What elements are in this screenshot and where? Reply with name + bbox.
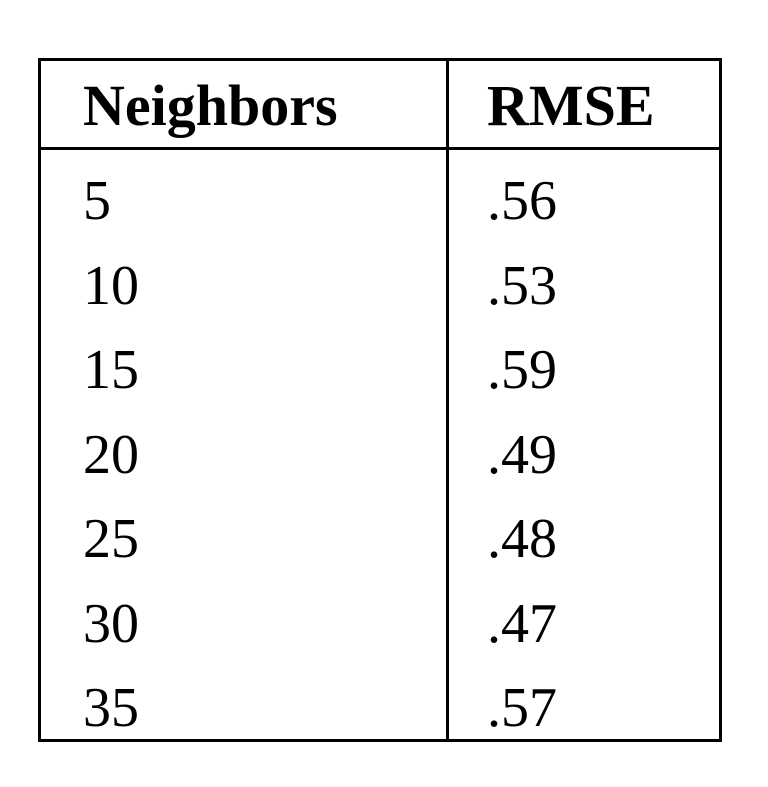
header-rule [41,147,719,150]
results-table: Neighbors RMSE 5 .56 10 .53 15 .59 20 .4… [38,58,722,742]
header-neighbors: Neighbors [83,73,338,138]
cell-neighbors: 15 [83,339,139,401]
cell-rmse: .59 [487,339,557,401]
cell-neighbors: 5 [83,170,111,232]
table-row: 15 .59 [41,328,719,413]
table-body: 5 .56 10 .53 15 .59 20 .49 25 .48 30 .47… [41,159,719,751]
table-row: 5 .56 [41,159,719,244]
cell-rmse: .47 [487,592,557,655]
cell-rmse: .48 [487,508,557,570]
header-rmse: RMSE [487,73,655,138]
table-row: 35 .57 [41,666,719,751]
table-row: 30 .47 [41,582,719,667]
cell-neighbors: 25 [83,508,139,570]
cell-rmse: .53 [487,254,557,317]
cell-neighbors: 20 [83,423,139,486]
cell-neighbors: 10 [83,254,139,317]
table-row: 20 .49 [41,413,719,498]
cell-neighbors: 35 [83,677,139,739]
cell-rmse: .56 [487,170,557,232]
cell-rmse: .49 [487,423,557,486]
table-row: 25 .48 [41,497,719,582]
column-divider [446,61,449,739]
table-row: 10 .53 [41,244,719,329]
cell-neighbors: 30 [83,592,139,655]
cell-rmse: .57 [487,677,557,739]
